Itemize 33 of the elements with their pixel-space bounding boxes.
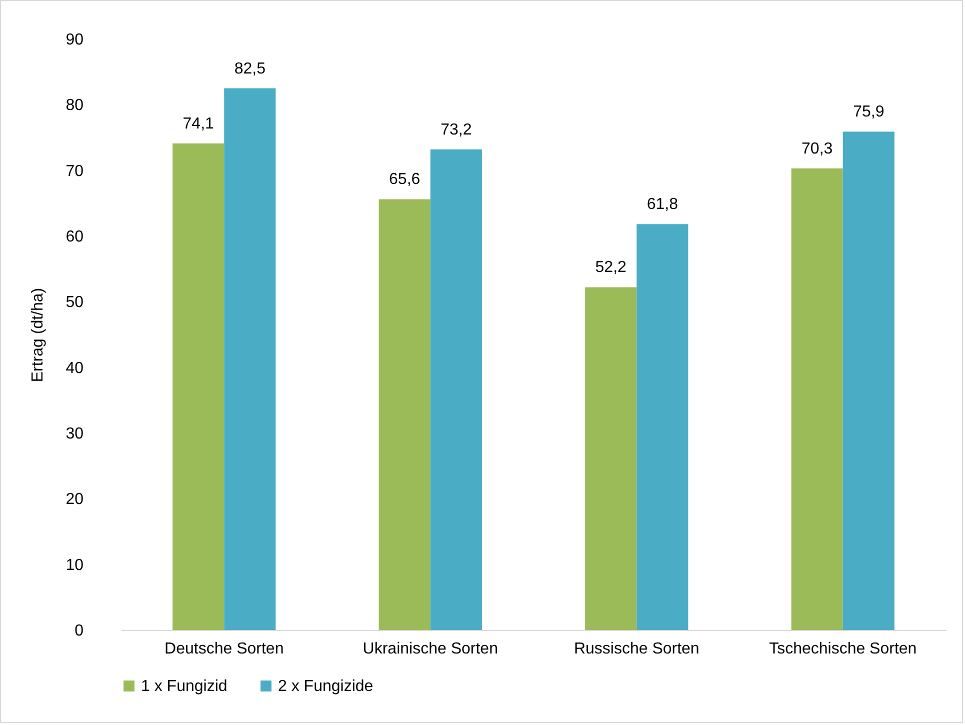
y-tick-label: 0 xyxy=(74,622,84,640)
x-tick-label: Russische Sorten xyxy=(574,640,700,658)
data-label: 75,9 xyxy=(853,104,884,121)
y-tick-label: 10 xyxy=(66,556,84,574)
y-tick-label: 90 xyxy=(66,32,84,48)
legend-label: 1 x Fungizid xyxy=(141,678,228,695)
y-tick-label: 70 xyxy=(66,162,84,180)
data-label: 70,3 xyxy=(802,140,833,158)
data-label: 61,8 xyxy=(646,196,678,214)
bar xyxy=(378,199,430,630)
legend-label: 2 x Fungizide xyxy=(278,678,374,695)
data-label: 73,2 xyxy=(440,121,472,138)
y-tick-label: 50 xyxy=(66,294,84,312)
bar xyxy=(224,88,276,630)
y-tick-label: 80 xyxy=(66,97,84,114)
data-label: 52,2 xyxy=(595,259,627,276)
bar xyxy=(842,132,894,630)
y-tick-label: 60 xyxy=(66,228,84,246)
bar xyxy=(172,143,224,630)
data-label: 65,6 xyxy=(389,171,420,188)
x-tick-label: Deutsche Sorten xyxy=(164,640,284,658)
bar xyxy=(791,168,843,630)
x-tick-label: Ukrainische Sorten xyxy=(362,640,498,658)
bar xyxy=(636,224,688,630)
y-tick-label: 30 xyxy=(66,426,84,442)
x-tick-label: Tschechische Sorten xyxy=(769,640,917,658)
data-label: 74,1 xyxy=(182,115,214,132)
bar xyxy=(430,149,482,630)
y-axis-title: Ertrag (dt/ha) xyxy=(30,288,47,382)
y-tick-label: 40 xyxy=(66,360,84,377)
data-label: 82,5 xyxy=(234,60,266,78)
y-tick-label: 20 xyxy=(66,491,84,508)
bar xyxy=(585,287,637,630)
